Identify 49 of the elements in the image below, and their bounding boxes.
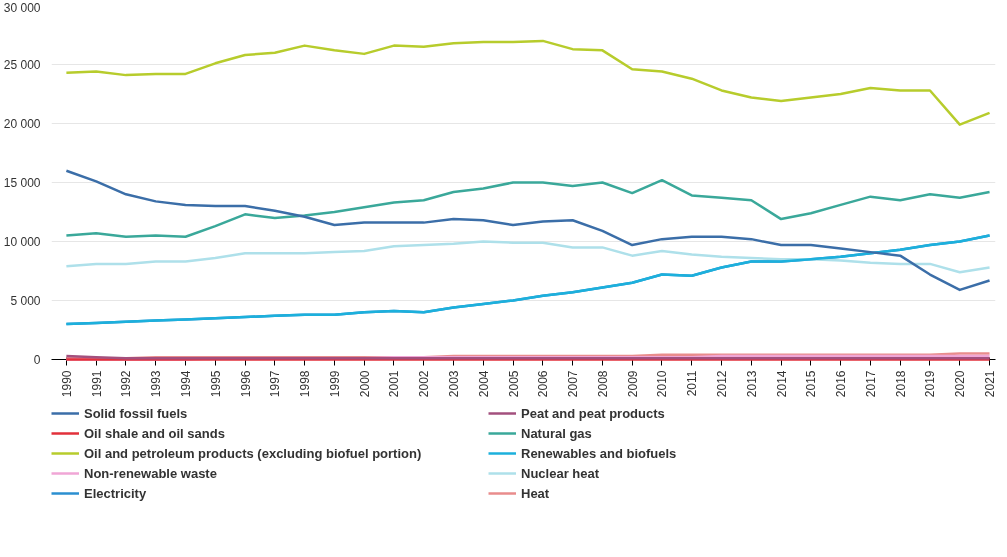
legend-label: Natural gas: [521, 425, 593, 441]
legend-label: Non-renewable waste: [84, 465, 218, 481]
legend-label: Electricity: [84, 485, 148, 501]
x-tick-label: 1994: [179, 370, 194, 398]
x-tick-label: 2020: [953, 370, 968, 398]
x-tick-label: 1991: [89, 370, 104, 398]
legend-label: Solid fossil fuels: [84, 405, 189, 421]
y-tick-label: 10 000: [3, 234, 41, 249]
x-tick-label: 2018: [893, 370, 908, 398]
x-tick-label: 2005: [506, 370, 521, 398]
legend-label: Oil and petroleum products (excluding biofuel portion): [84, 445, 423, 461]
x-tick-label: 2006: [536, 370, 551, 398]
x-tick-label: 1998: [298, 370, 313, 398]
legend-label: Heat: [521, 485, 551, 501]
y-tick-label: 15 000: [3, 175, 41, 190]
x-tick-label: 2001: [387, 370, 402, 398]
x-tick-label: 2003: [447, 370, 462, 398]
x-tick-label: 2013: [744, 370, 759, 398]
x-tick-label: 2015: [804, 370, 819, 398]
x-tick-label: 2004: [476, 370, 491, 398]
legend-label: Nuclear heat: [521, 465, 601, 481]
y-tick-label: 20 000: [3, 116, 41, 131]
x-tick-label: 2007: [566, 370, 581, 398]
x-tick-label: 2019: [923, 370, 938, 398]
x-tick-label: 1993: [149, 370, 164, 398]
x-tick-label: 2017: [863, 370, 878, 398]
x-tick-label: 2012: [715, 370, 730, 398]
x-tick-label: 2014: [774, 370, 789, 398]
x-tick-label: 2010: [655, 370, 670, 398]
y-tick-label: 0: [33, 352, 41, 367]
legend-label: Renewables and biofuels: [521, 445, 678, 461]
legend-label: Peat and peat products: [521, 405, 666, 421]
y-tick-label: 30 000: [3, 0, 41, 15]
x-tick-label: 2009: [625, 370, 640, 398]
x-tick-label: 2000: [357, 370, 372, 398]
x-tick-label: 2011: [685, 370, 700, 397]
x-tick-label: 1996: [238, 370, 253, 398]
x-tick-label: 1999: [327, 370, 342, 398]
x-tick-label: 2016: [834, 370, 849, 398]
x-tick-label: 2021: [983, 370, 998, 398]
x-tick-label: 2008: [595, 370, 610, 398]
x-tick-label: 1997: [268, 370, 283, 398]
x-tick-label: 2002: [417, 370, 432, 398]
y-tick-label: 5 000: [10, 293, 41, 308]
y-tick-label: 25 000: [3, 57, 41, 72]
legend-label: Oil shale and oil sands: [84, 425, 226, 441]
x-tick-label: 1990: [59, 370, 74, 398]
x-tick-label: 1992: [119, 370, 134, 398]
x-tick-label: 1995: [208, 370, 223, 398]
